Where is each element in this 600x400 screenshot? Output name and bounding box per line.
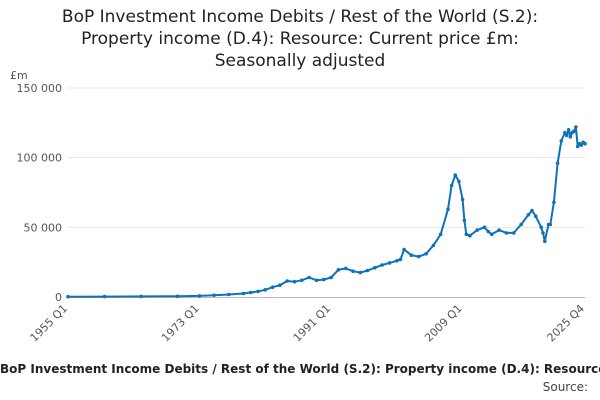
data-point (563, 130, 567, 135)
series-line (67, 126, 586, 298)
data-point (575, 144, 580, 149)
x-tick-label: 1991 Q1 (291, 302, 334, 345)
chart-title: BoP Investment Income Debits / Rest of t… (0, 6, 600, 72)
data-point (564, 133, 569, 138)
data-point (241, 291, 246, 296)
data-point (568, 135, 573, 139)
data-point (574, 125, 578, 129)
data-point (66, 294, 70, 299)
data-point (212, 293, 216, 298)
data-point (409, 253, 414, 257)
data-point (256, 289, 260, 294)
data-point (380, 263, 385, 267)
data-point (519, 222, 523, 227)
chart-title-line-3: Seasonally adjusted (214, 51, 386, 71)
data-point (365, 268, 370, 273)
data-point (566, 128, 571, 132)
x-tick-label: 1955 Q1 (28, 302, 71, 345)
data-point (559, 139, 564, 143)
data-point (512, 231, 516, 235)
data-point (490, 232, 494, 237)
data-point (543, 239, 547, 244)
data-point (102, 294, 107, 299)
data-point (248, 290, 253, 295)
data-point (468, 233, 472, 238)
data-point (572, 129, 576, 133)
x-tick-label: 2025 Q4 (545, 302, 588, 345)
y-tick-label: 50 000 (24, 221, 63, 234)
data-point (387, 261, 392, 265)
x-tick-label: 1973 Q1 (159, 302, 202, 345)
data-point (583, 141, 587, 146)
data-point (497, 228, 501, 232)
data-point (351, 269, 355, 274)
data-point (285, 279, 290, 283)
data-point (457, 179, 461, 184)
data-point (460, 197, 465, 202)
footer-source-label: Source: (542, 380, 588, 394)
data-point (526, 213, 531, 217)
data-point (475, 228, 480, 232)
data-point (541, 231, 545, 235)
y-tick-label: 0 (55, 291, 62, 304)
y-tick-label: 100 000 (17, 152, 63, 165)
data-point (139, 294, 143, 299)
data-point (486, 229, 491, 234)
data-point (449, 183, 454, 188)
data-point (417, 254, 421, 259)
chart-title-line-1: BoP Investment Income Debits / Rest of t… (61, 7, 539, 27)
data-point (270, 285, 275, 290)
data-point (358, 270, 363, 275)
data-point (336, 268, 341, 272)
data-point (431, 243, 436, 248)
data-point (197, 294, 202, 298)
data-point (314, 278, 319, 283)
data-point (552, 200, 556, 205)
data-point (402, 247, 406, 252)
data-point (227, 292, 231, 297)
data-point (343, 266, 348, 271)
x-axis: 1955 Q1 1973 Q1 1991 Q1 2009 Q1 2025 Q4 (28, 297, 588, 345)
data-point (398, 257, 403, 262)
data-point (373, 265, 377, 270)
data-point (548, 222, 553, 227)
data-point (307, 275, 311, 280)
data-point (555, 161, 560, 165)
data-point (464, 232, 469, 237)
data-point (329, 275, 333, 280)
data-point (482, 225, 487, 230)
gridlines (68, 87, 585, 228)
y-tick-label: 150 000 (17, 82, 63, 95)
y-axis: 150 000 100 000 50 000 0 (17, 82, 63, 304)
data-point (395, 259, 399, 263)
y-unit-label: £m (10, 69, 28, 82)
data-point (453, 173, 458, 177)
data-point (446, 207, 450, 211)
data-point (539, 225, 543, 230)
data-point (300, 278, 304, 283)
series-group (66, 125, 587, 299)
data-point (292, 279, 297, 284)
data-point (533, 214, 538, 218)
data-point (462, 218, 467, 223)
data-point (278, 283, 282, 288)
data-point (438, 232, 443, 237)
x-tick-label: 2009 Q1 (422, 302, 465, 345)
footer-series-label: BoP Investment Income Debits / Rest of t… (0, 362, 600, 376)
data-point (263, 288, 268, 292)
chart-title-line-2: Property income (D.4): Resource: Current… (81, 29, 519, 49)
data-point (530, 208, 534, 213)
data-point (579, 143, 584, 147)
data-point (175, 294, 180, 299)
data-point (322, 277, 326, 282)
data-point (424, 252, 428, 256)
data-point (504, 231, 509, 235)
